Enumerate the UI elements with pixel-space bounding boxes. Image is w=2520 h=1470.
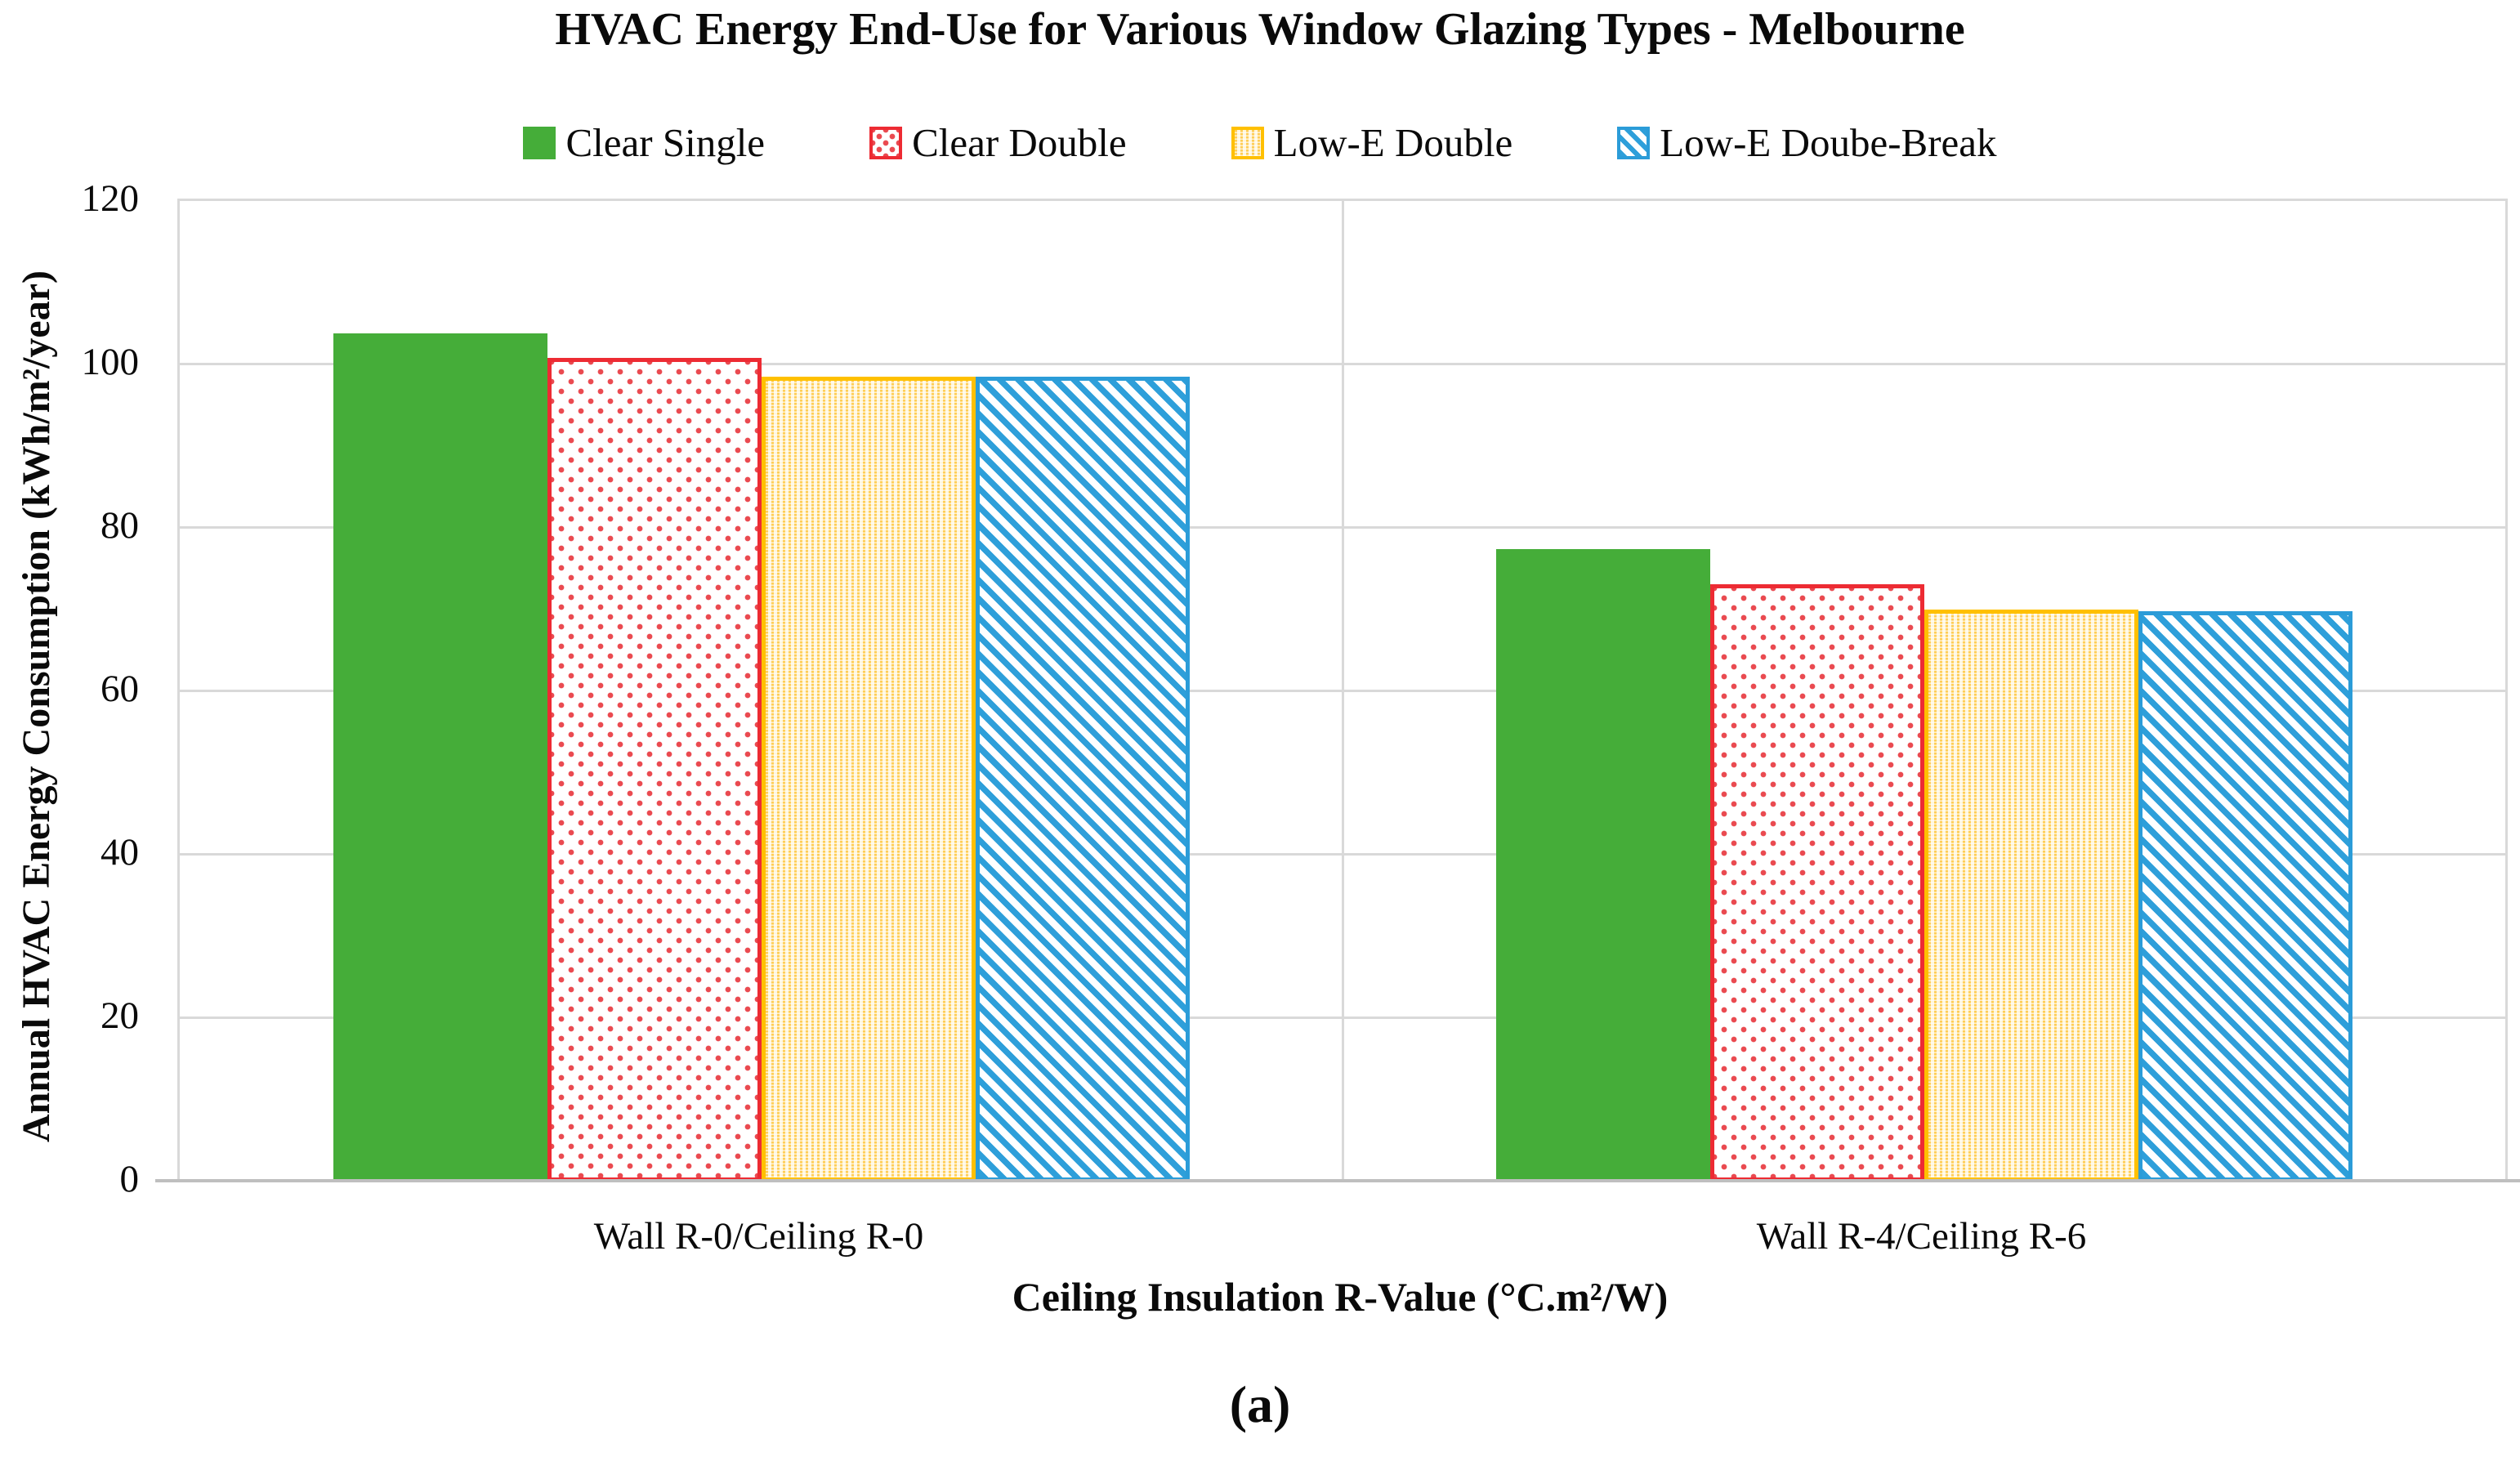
chart-title: HVAC Energy End-Use for Various Window G… xyxy=(555,4,1965,55)
y-tick-100: 100 xyxy=(81,341,140,383)
x-category-label-1: Wall R-4/Ceiling R-6 xyxy=(1756,1215,2087,1258)
bar-clear-double-category-0 xyxy=(547,358,762,1182)
legend-label: Low-E Double xyxy=(1273,120,1513,165)
y-tick-120: 120 xyxy=(81,177,140,220)
bar-lowe-break-category-1 xyxy=(2138,611,2352,1182)
bar-clear-single-category-1 xyxy=(1495,549,1710,1182)
y-tick-20: 20 xyxy=(101,994,139,1037)
category-divider-line xyxy=(1342,201,1344,1182)
y-tick-80: 80 xyxy=(101,504,139,547)
legend-label: Clear Double xyxy=(912,120,1127,165)
legend-label: Low-E Doube-Break xyxy=(1660,120,1997,165)
bar-lowe-double-category-0 xyxy=(761,377,976,1182)
x-axis-title: Ceiling Insulation R-Value (°C.m²/W) xyxy=(1012,1274,1669,1320)
legend-item-clear-single: Clear Single xyxy=(523,119,765,167)
legend-label: Clear Single xyxy=(565,120,766,165)
figure-caption: (a) xyxy=(1229,1375,1291,1433)
legend-swatch-lowe-break xyxy=(1617,127,1651,159)
bar-lowe-double-category-1 xyxy=(1924,610,2138,1182)
legend: Clear Single Clear Double Low-E Double Low-… xyxy=(0,119,2520,167)
legend-item-lowe-break: Low-E Doube-Break xyxy=(1617,119,1997,167)
x-category-label-0: Wall R-0/Ceiling R-0 xyxy=(593,1215,924,1258)
bar-lowe-break-category-0 xyxy=(975,377,1190,1182)
y-tick-60: 60 xyxy=(101,668,139,710)
category-panel-1 xyxy=(1343,201,2505,1182)
legend-swatch-clear-double xyxy=(869,127,903,159)
category-panel-0 xyxy=(180,201,1343,1182)
y-tick-0: 0 xyxy=(119,1158,140,1200)
plot-area xyxy=(177,199,2508,1182)
bar-clear-single-category-0 xyxy=(333,333,547,1182)
legend-item-clear-double: Clear Double xyxy=(869,119,1127,167)
bar-clear-double-category-1 xyxy=(1709,584,1924,1182)
legend-swatch-clear-single xyxy=(523,127,556,159)
x-axis-line xyxy=(155,1179,2520,1182)
y-tick-40: 40 xyxy=(101,831,139,874)
legend-item-lowe-double: Low-E Double xyxy=(1231,119,1513,167)
legend-swatch-lowe-double xyxy=(1231,127,1264,159)
